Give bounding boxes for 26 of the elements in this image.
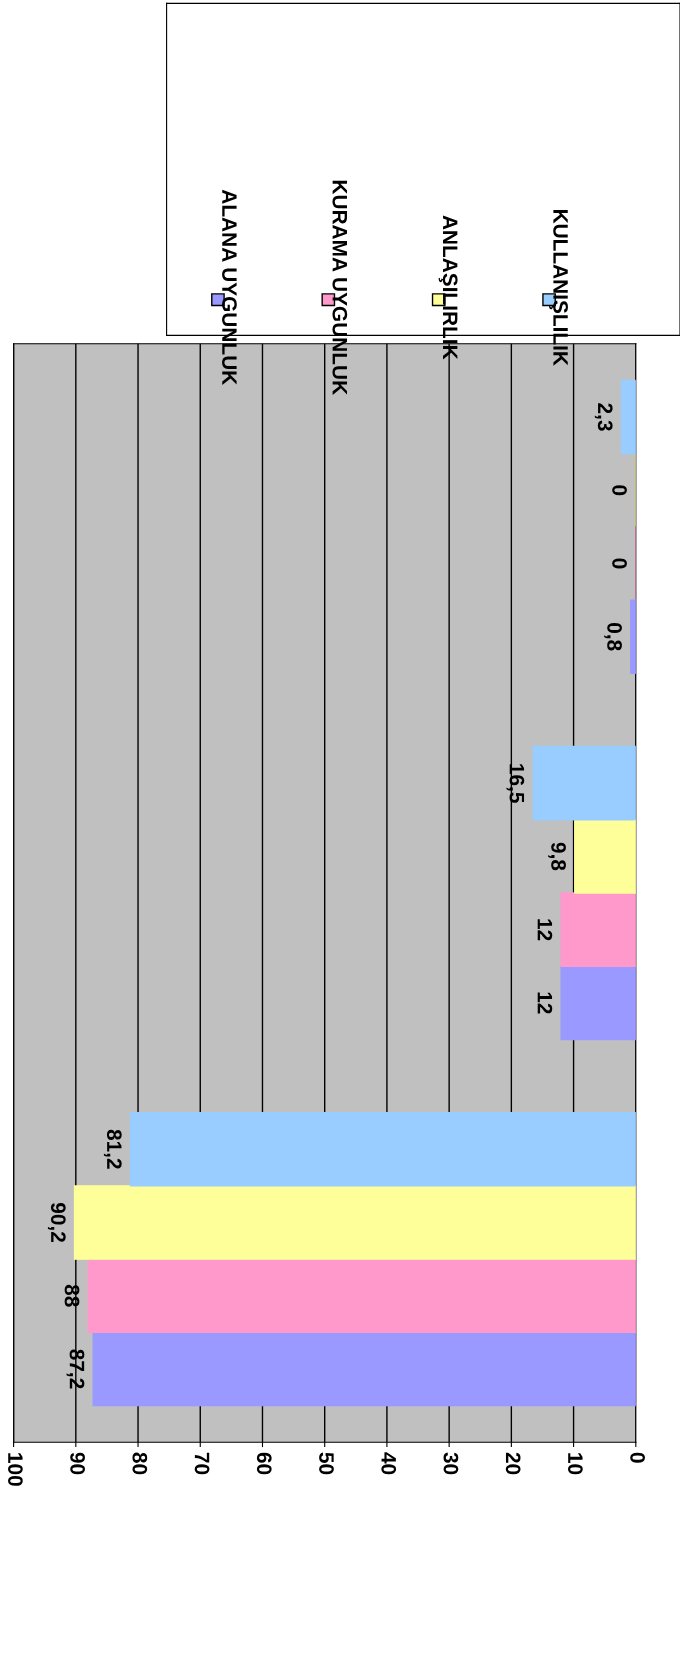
data-label: 90,2	[47, 1202, 66, 1242]
data-label: 12	[537, 992, 553, 1014]
x-tick-label: 70	[194, 1452, 210, 1475]
data-label: 0	[612, 485, 627, 496]
data-label: 0	[612, 558, 627, 569]
data-label: 2,3	[594, 403, 613, 431]
x-tick-label: 0	[630, 1452, 645, 1463]
x-tick-label: 10	[567, 1453, 583, 1475]
legend-label: ALANA UYGUNLUK	[222, 189, 237, 386]
x-tick-label: 60	[256, 1452, 272, 1475]
legend-label: ANLAŞILIRLIK	[438, 215, 458, 360]
x-tick-label: 30	[443, 1452, 459, 1475]
data-label: 88	[64, 1284, 80, 1307]
legend-label: KULLANIŞLILIK	[549, 209, 568, 366]
x-tick-label: 100	[8, 1453, 23, 1486]
legend-label: KURAMA UYGUNLUK	[332, 180, 348, 395]
x-tick-label: 50	[319, 1452, 334, 1475]
data-label: 12	[537, 919, 553, 941]
x-tick-label: 80	[132, 1452, 148, 1475]
x-tick-label: 90	[70, 1452, 85, 1475]
data-label: 9,8	[548, 842, 566, 871]
data-label: 0,8	[604, 623, 622, 651]
x-tick-label: 20	[505, 1452, 521, 1475]
data-label: 81,2	[103, 1129, 122, 1169]
data-label: 87,2	[66, 1349, 85, 1389]
x-tick-label: 40	[381, 1452, 397, 1475]
